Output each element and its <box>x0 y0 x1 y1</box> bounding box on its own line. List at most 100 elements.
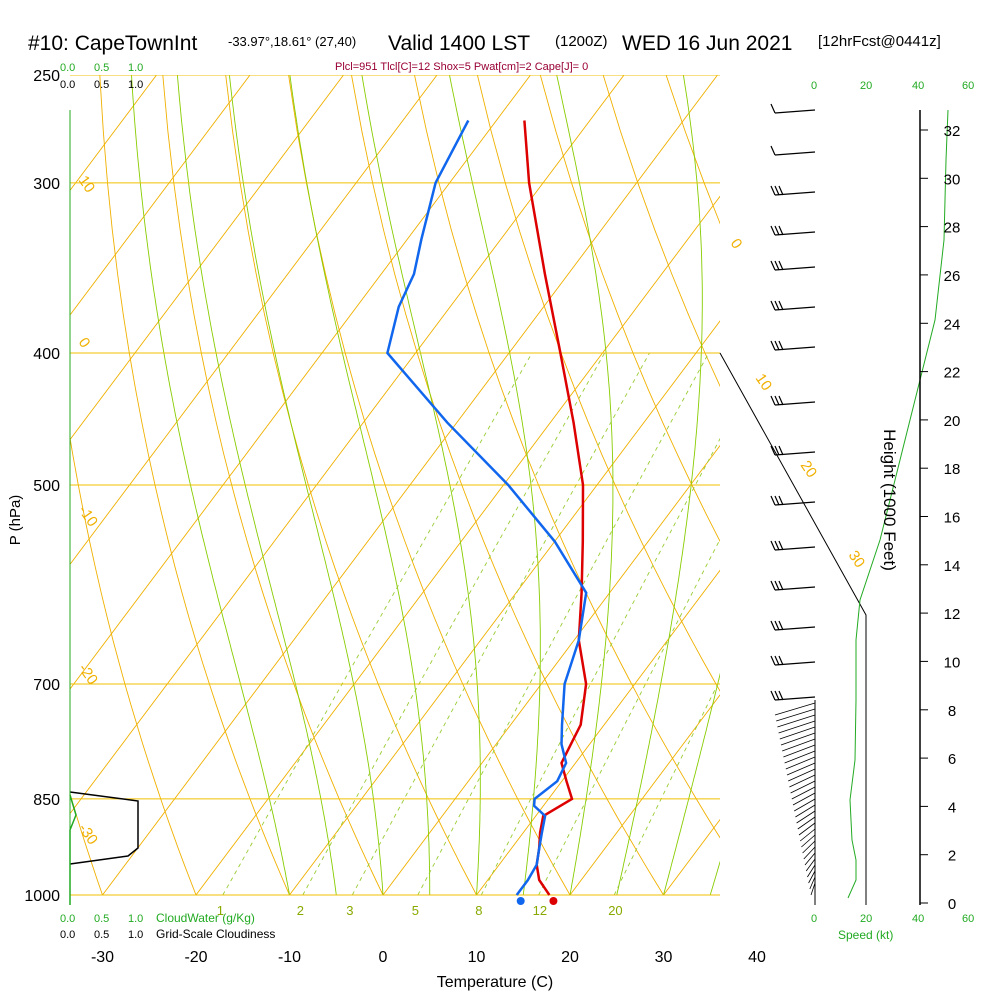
wind-barb-feather <box>770 690 776 701</box>
moist-adiabat-line <box>616 75 703 896</box>
isotherm-label: 20 <box>797 458 820 481</box>
mixing-ratio-line <box>302 352 605 896</box>
dry-adiabat-line <box>414 75 720 839</box>
x-axis-label: Temperature (C) <box>437 974 553 991</box>
isotherm-label: 10 <box>752 371 775 394</box>
cloudiness-top-0: 0.0 <box>60 79 75 91</box>
wind-barb <box>783 744 816 758</box>
mixing-ratio-line <box>417 352 710 896</box>
isotherm-line <box>70 75 251 316</box>
wind-barb <box>774 346 816 351</box>
surface-dewpoint-marker <box>516 897 525 905</box>
wind-barb-feather <box>770 655 776 666</box>
wind-barb-feather <box>770 225 776 236</box>
height-tick-label: 4 <box>948 799 956 816</box>
wind-barb-feather <box>778 185 784 196</box>
mixing-ratio-label: 5 <box>412 903 419 918</box>
temperature-tick-label: -30 <box>91 949 114 966</box>
moist-adiabat-line <box>663 672 720 896</box>
isotherm-line <box>851 75 1000 895</box>
speed-bottom-60: 60 <box>962 913 974 925</box>
height-tick-label: 32 <box>944 123 961 140</box>
wind-barb-feather <box>770 340 776 351</box>
wind-barb <box>794 798 816 812</box>
height-tick-label: 20 <box>944 413 961 430</box>
wind-barb-feather <box>774 300 780 311</box>
wind-barb <box>774 451 816 456</box>
wind-barb-feather <box>778 445 784 456</box>
height-tick-label: 0 <box>948 896 956 913</box>
mixing-ratio-label: 12 <box>533 903 547 918</box>
wind-speed-profile <box>847 109 949 899</box>
scale-labels: 0.0 0.5 1.0 0.0 0.5 1.0 0.0 0.5 1.0 Clou… <box>60 62 974 942</box>
cloudwater-bottom-1: 1.0 <box>128 913 143 925</box>
moist-adiabat-line <box>449 75 541 896</box>
station-title: #10: CapeTownInt <box>28 32 197 55</box>
wind-barb <box>807 864 816 878</box>
valid-time: Valid 1400 LST <box>388 32 530 55</box>
height-tick-label: 12 <box>944 606 961 623</box>
wind-barb-feather <box>770 540 776 551</box>
wind-barb <box>795 804 816 818</box>
wind-barb <box>779 726 816 740</box>
speed-bottom-0: 0 <box>811 913 817 925</box>
wind-barb <box>801 834 816 848</box>
wind-barb <box>802 840 816 854</box>
pressure-tick-label: 300 <box>33 176 60 193</box>
wind-barb <box>774 191 816 196</box>
temperature-tick-label: -10 <box>278 949 301 966</box>
wind-barb <box>784 750 816 764</box>
wind-barb <box>774 401 816 406</box>
dry-adiabat-line <box>855 75 1000 895</box>
cloudiness-legend: Grid-Scale Cloudiness <box>156 927 275 941</box>
wind-barb-feather <box>770 495 776 506</box>
forecast-run: [12hrFcst@0441z] <box>818 33 941 50</box>
isotherm-label: 30 <box>845 548 868 571</box>
wind-barb <box>778 720 816 734</box>
speed-legend: Speed (kt) <box>838 928 893 942</box>
wind-barb-feather <box>778 620 784 631</box>
wind-barb <box>774 702 816 716</box>
pressure-tick-label: 850 <box>33 792 60 809</box>
cloudiness-profile <box>69 791 139 865</box>
isotherm-label: 0 <box>727 236 746 253</box>
moist-adiabat-line <box>176 75 337 896</box>
wind-barb <box>777 714 816 728</box>
speed-top-20: 20 <box>860 80 872 92</box>
isotherm-label: -10 <box>75 503 101 531</box>
dry-adiabat-line <box>476 75 720 692</box>
wind-barb <box>804 852 816 866</box>
wind-barb <box>774 231 816 236</box>
wind-barb <box>785 756 816 770</box>
isotherm-label: 0 <box>75 335 94 352</box>
wind-barb-feather <box>778 495 784 506</box>
moist-adiabat-lines <box>131 75 720 896</box>
wind-barb <box>805 858 816 872</box>
surface-temperature-marker <box>549 897 558 905</box>
pressure-tick-label: 400 <box>33 346 60 363</box>
wind-barb-feather <box>770 620 776 631</box>
wind-barb-feather <box>778 225 784 236</box>
height-axis-label: Height (1000 Feet) <box>880 429 899 571</box>
utc-time: (1200Z) <box>555 33 608 50</box>
wind-barb <box>788 768 816 782</box>
mixing-ratio-label: 3 <box>346 903 353 918</box>
isotherm-line <box>944 75 1000 895</box>
wind-barb-feather <box>778 260 784 271</box>
wind-barb-feather <box>778 690 784 701</box>
pressure-tick-label: 250 <box>33 68 60 85</box>
dry-adiabat-line <box>918 75 1000 895</box>
wind-barb <box>797 816 816 830</box>
wind-barb-feather <box>778 340 784 351</box>
wind-barb-feather <box>770 185 776 196</box>
cloudiness-bottom-1: 1.0 <box>128 929 143 941</box>
wind-barb-feather <box>774 445 780 456</box>
wind-barb-feather <box>774 655 780 666</box>
height-tick-label: 28 <box>944 220 961 237</box>
cloudwater-top-0: 0.0 <box>60 62 75 74</box>
mixing-ratio-lines <box>222 352 720 896</box>
forecast-date: WED 16 Jun 2021 <box>622 32 792 55</box>
wind-barb-feather <box>778 580 784 591</box>
height-tick-label: 16 <box>944 510 961 527</box>
wind-barb <box>774 696 816 701</box>
